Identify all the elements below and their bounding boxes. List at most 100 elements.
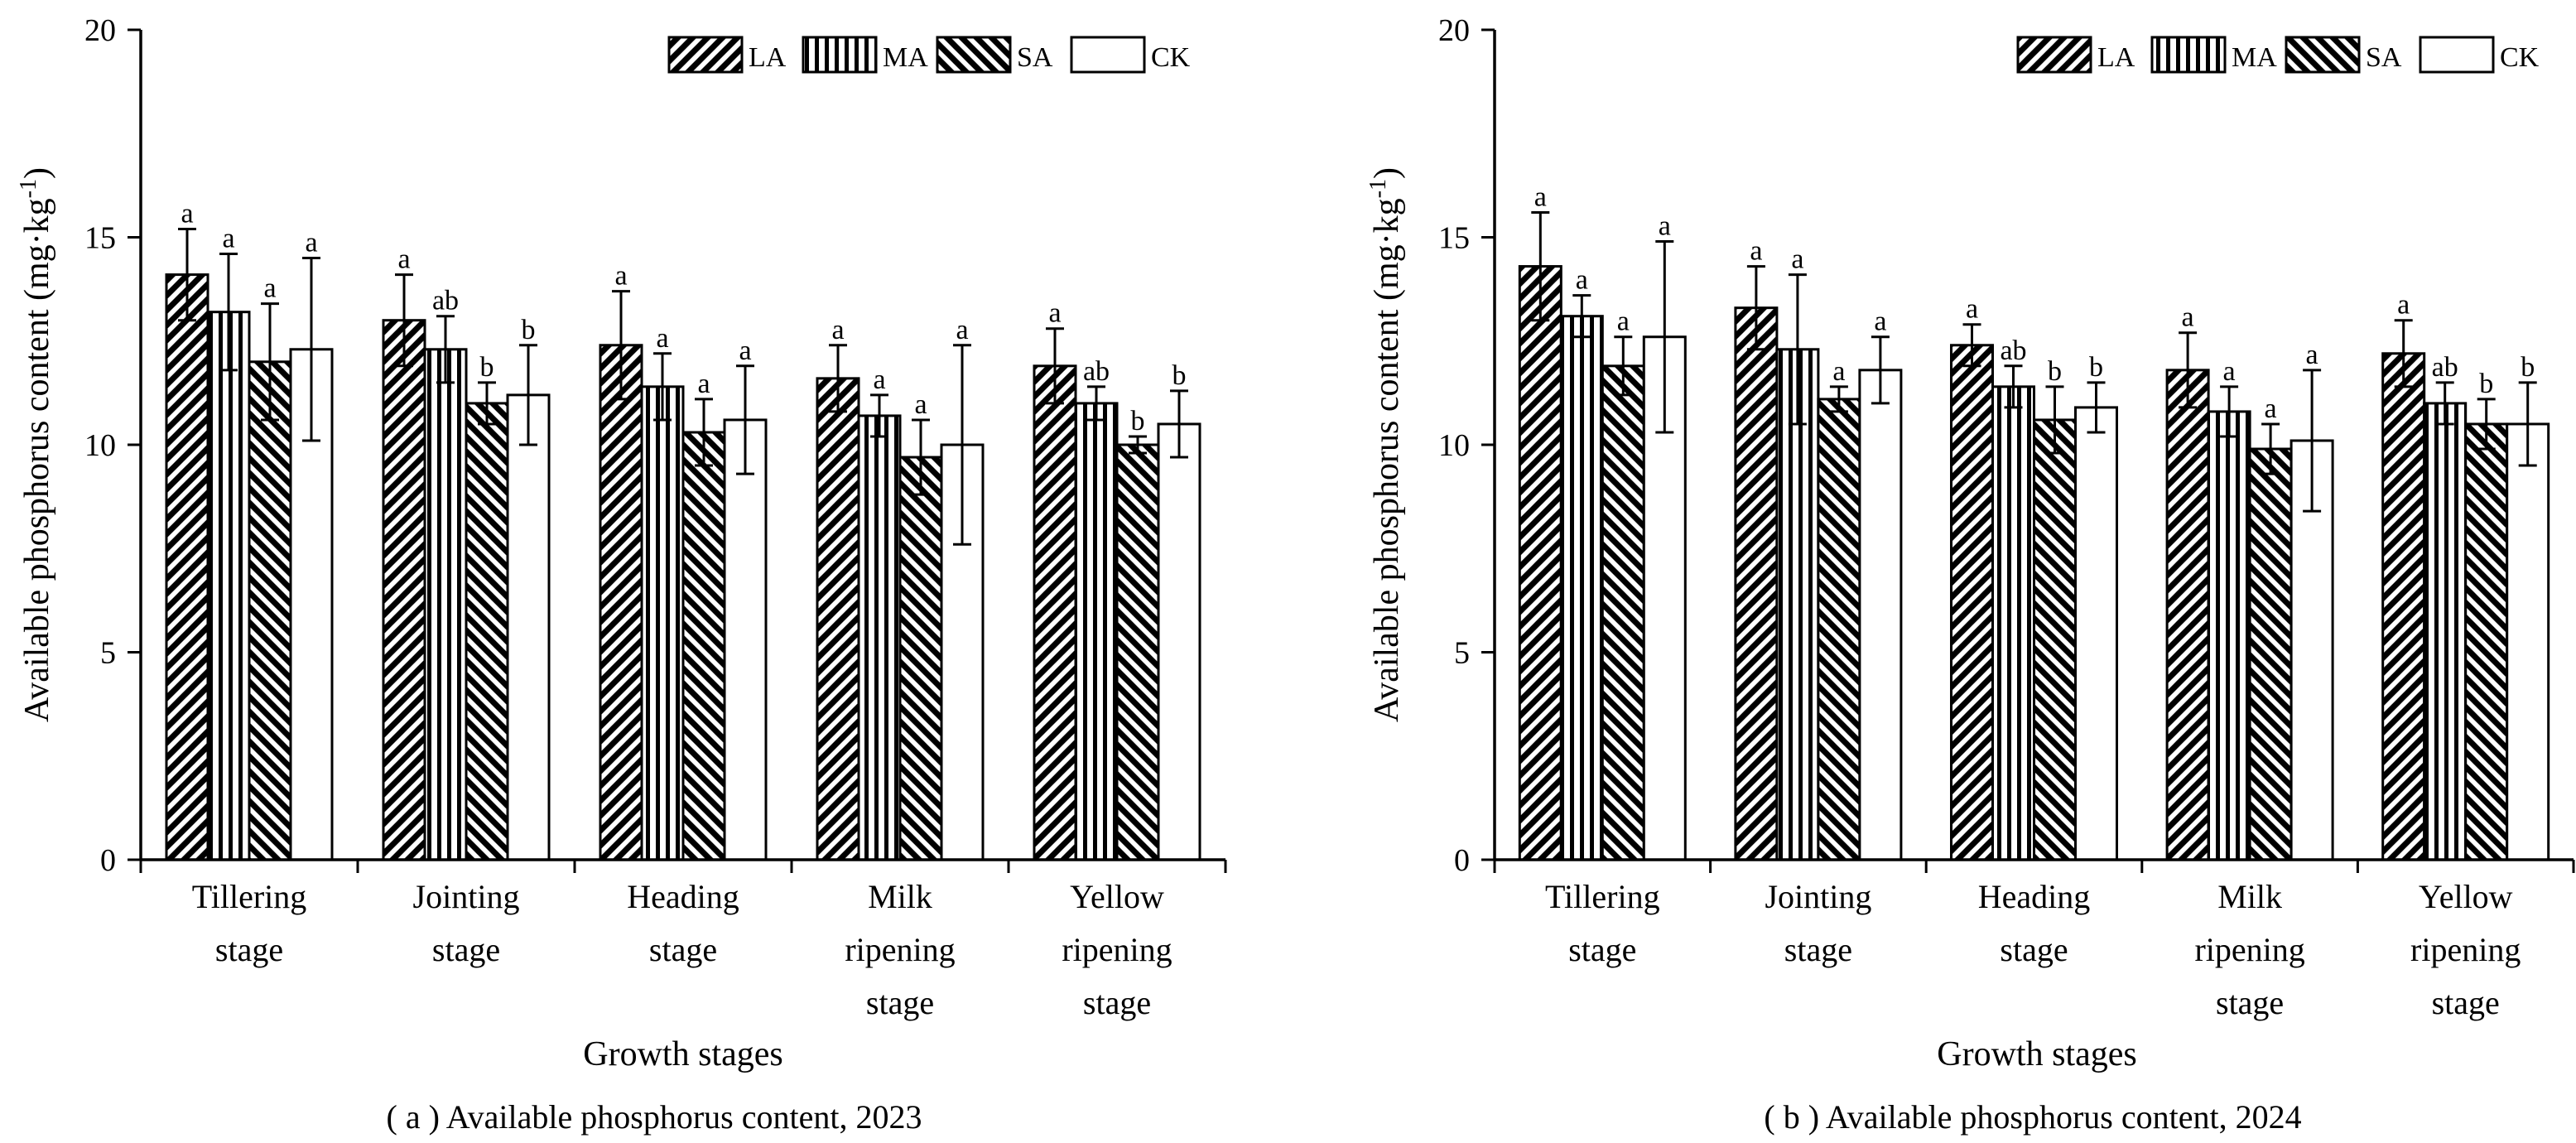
bar-sa-4: [2464, 422, 2509, 861]
y-tick-label: 20: [1438, 13, 1470, 48]
x-tick-label: Yellow ripening stage: [1062, 878, 1172, 1021]
y-tick-label: 15: [1438, 221, 1470, 256]
x-axis-title: Growth stages: [583, 1035, 782, 1073]
bar-ck-1: [1858, 369, 1903, 861]
bar-ma-1: [423, 348, 468, 861]
legend-swatch-la: [667, 36, 744, 74]
significance-letter: a: [956, 315, 968, 345]
legend-swatch-ma: [2150, 36, 2227, 74]
y-tick-label: 10: [1438, 428, 1470, 463]
significance-letter: a: [222, 224, 234, 254]
bar-sa-4: [1115, 443, 1160, 861]
significance-letter: b: [2521, 352, 2535, 383]
y-axis-title: Available phosphorus content (mg·kg-1): [16, 167, 57, 722]
significance-letter: a: [1750, 236, 1762, 267]
significance-letter: a: [1617, 306, 1630, 337]
significance-letter: a: [914, 389, 927, 420]
legend-label-sa: SA: [2366, 42, 2402, 73]
significance-letter: a: [1874, 306, 1886, 337]
y-axis-title: Available phosphorus content (mg·kg-1): [1365, 167, 1407, 722]
bar-sa-1: [465, 402, 509, 861]
significance-letter: a: [1576, 265, 1588, 296]
legend-swatch-ck: [2419, 36, 2495, 74]
significance-letter: b: [522, 315, 536, 345]
y-tick-label: 20: [84, 13, 116, 48]
bar-ck-4: [2506, 422, 2550, 861]
legend-label-la: LA: [749, 42, 787, 73]
significance-letter: a: [1791, 244, 1803, 275]
figure-caption: ( a ) Available phosphorus content, 2023: [387, 1098, 922, 1136]
significance-letter: b: [2479, 369, 2493, 399]
x-tick-label: Milk ripening stage: [2194, 878, 2304, 1021]
x-tick-label: Jointing stage: [1765, 878, 1871, 968]
legend-label-ma: MA: [2232, 42, 2277, 73]
x-tick-label: Heading stage: [627, 878, 739, 968]
significance-letter: a: [397, 244, 410, 275]
x-tick-label: Milk ripening stage: [845, 878, 955, 1021]
bar-ma-0: [206, 311, 251, 861]
x-tick-label: Heading stage: [1978, 878, 2091, 968]
significance-letter: a: [1534, 181, 1547, 212]
legend-label-ck: CK: [1151, 42, 1191, 73]
bar-ck-2: [723, 418, 768, 861]
bar-ck-2: [2074, 406, 2118, 861]
significance-letter: a: [263, 273, 276, 304]
legend-swatch-ck: [1070, 36, 1146, 74]
significance-letter: a: [697, 369, 710, 399]
bar-ma-2: [640, 385, 685, 861]
significance-letter: b: [1172, 360, 1187, 391]
legend: LA MA SA CK: [2016, 36, 2540, 74]
legend-swatch-la: [2016, 36, 2092, 74]
bar-sa-2: [2033, 418, 2077, 861]
y-tick-label: 10: [84, 428, 116, 463]
significance-letter: a: [831, 315, 844, 345]
bar-la-3: [816, 377, 860, 861]
bar-la-1: [382, 319, 426, 861]
bar-sa-2: [681, 431, 726, 861]
significance-letter: a: [2182, 302, 2194, 333]
bar-la-4: [2381, 352, 2426, 861]
x-axis-title: Growth stages: [1937, 1035, 2136, 1073]
bar-la-3: [2165, 369, 2210, 861]
legend-label-ck: CK: [2500, 42, 2540, 73]
significance-letter: ab: [432, 286, 459, 316]
bar-la-0: [165, 273, 209, 861]
legend: LA MA SA CK: [667, 36, 1191, 74]
bar-la-0: [1518, 265, 1562, 861]
legend-label-la: LA: [2097, 42, 2135, 73]
y-tick-label: 0: [1454, 843, 1470, 878]
bar-sa-3: [898, 456, 943, 861]
bar-la-2: [599, 344, 643, 861]
bar-la-2: [1950, 344, 1994, 861]
y-tick-label: 5: [100, 636, 116, 671]
legend-swatch-ma: [802, 36, 878, 74]
y-tick-label: 0: [100, 843, 116, 878]
bar-ck-1: [506, 393, 551, 861]
bar-sa-0: [248, 360, 292, 861]
significance-letter: a: [181, 198, 193, 229]
significance-letter: a: [1659, 211, 1671, 242]
significance-letter: b: [2089, 352, 2103, 383]
significance-letter: b: [2048, 356, 2062, 387]
significance-letter: a: [614, 261, 627, 292]
significance-letter: ab: [2432, 352, 2458, 383]
x-tick-label: Tillering stage: [1545, 878, 1660, 968]
x-tick-label: Tillering stage: [192, 878, 307, 968]
significance-letter: b: [1131, 406, 1145, 436]
bar-la-1: [1734, 306, 1779, 861]
bar-ma-0: [1559, 315, 1604, 861]
bar-sa-1: [1817, 398, 1861, 861]
y-tick-label: 5: [1454, 636, 1470, 671]
bar-ma-3: [2207, 410, 2251, 861]
significance-letter: a: [305, 228, 317, 258]
bar-ma-4: [1074, 402, 1119, 861]
significance-letter: a: [656, 323, 668, 354]
bar-la-4: [1033, 364, 1077, 861]
significance-letter: a: [739, 335, 751, 366]
significance-letter: a: [873, 364, 885, 395]
bar-sa-3: [2248, 447, 2293, 861]
significance-letter: ab: [2000, 335, 2026, 366]
